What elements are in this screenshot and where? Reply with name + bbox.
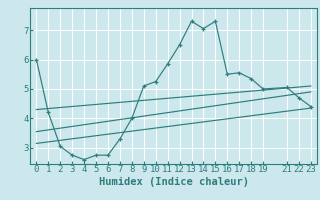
X-axis label: Humidex (Indice chaleur): Humidex (Indice chaleur) (99, 177, 249, 187)
